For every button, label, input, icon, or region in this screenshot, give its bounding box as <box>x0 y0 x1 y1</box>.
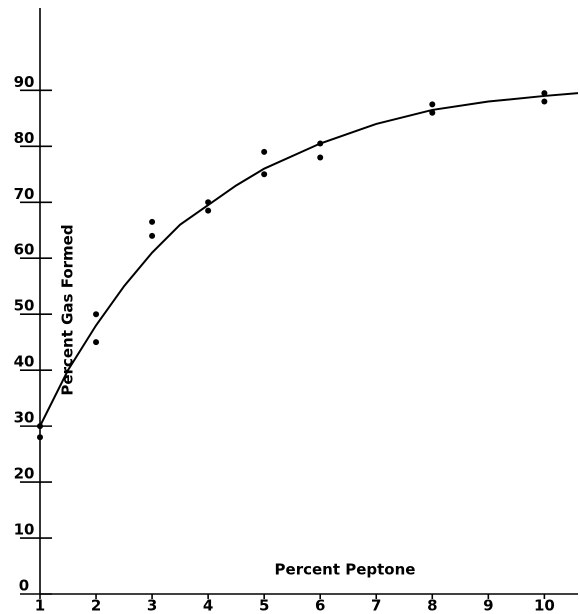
x-tick-label: 4 <box>203 597 213 614</box>
x-tick-label: 3 <box>147 597 157 614</box>
x-tick-label: 8 <box>427 597 437 614</box>
data-point <box>93 311 100 318</box>
y-tick-label: 40 <box>14 353 35 371</box>
y-tick-label: 50 <box>14 297 35 315</box>
x-tick-label: 1 <box>35 597 45 614</box>
y-tick-label: 0 <box>19 577 29 595</box>
y-tick-label: 80 <box>14 129 35 147</box>
x-tick-label: 2 <box>91 597 101 614</box>
x-tick-label: 9 <box>483 597 493 614</box>
data-point <box>541 98 548 105</box>
y-tick-label: 70 <box>14 185 35 203</box>
x-tick-label: 7 <box>371 597 381 614</box>
y-tick-label: 20 <box>14 465 35 483</box>
data-point <box>205 207 212 214</box>
data-point <box>37 423 43 430</box>
x-tick-label: 10 <box>534 597 555 614</box>
data-point <box>317 140 324 147</box>
data-point <box>149 218 156 225</box>
x-axis-label: Percent Peptone <box>275 561 416 579</box>
data-point <box>261 171 268 178</box>
data-point <box>317 154 324 161</box>
data-point <box>205 199 212 206</box>
data-point <box>429 109 436 116</box>
y-tick-label: 30 <box>14 409 35 427</box>
x-tick-label: 6 <box>315 597 325 614</box>
y-tick-label: 90 <box>14 73 35 91</box>
y-tick-label: 10 <box>14 521 35 539</box>
data-point <box>541 90 548 97</box>
y-tick-label: 60 <box>14 241 35 259</box>
x-tick-label: 5 <box>259 597 269 614</box>
data-point <box>37 434 43 441</box>
fitted-curve <box>39 92 579 427</box>
data-point <box>429 101 436 108</box>
data-point <box>261 148 268 155</box>
data-point <box>149 232 156 239</box>
y-axis-label: Percent Gas Formed <box>59 224 77 395</box>
data-point <box>93 339 100 346</box>
